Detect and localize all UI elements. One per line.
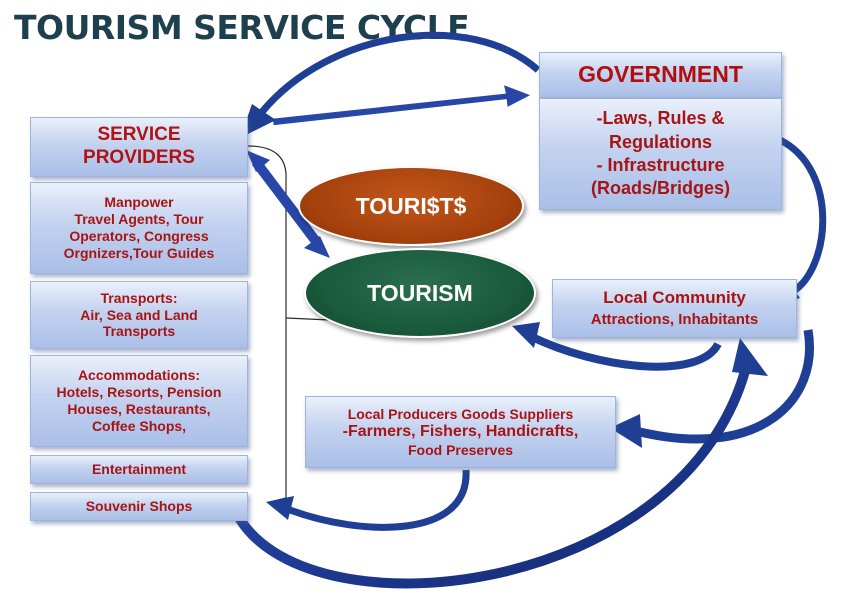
tourism-ellipse: TOURISM: [304, 248, 536, 338]
local-producers-line-2: -Farmers, Fishers, Handicrafts,: [342, 423, 579, 441]
transports-line-3: Transports: [102, 323, 176, 340]
community-to-producers-arrow: [610, 329, 814, 448]
local-community-heading: Local Community: [603, 287, 746, 307]
entertainment-box: Entertainment: [30, 455, 248, 484]
producers-to-souvenir-arrow: [266, 469, 470, 531]
manpower-line-2: Travel Agents, Tour: [74, 211, 204, 228]
tourism-label: TOURISM: [367, 279, 473, 306]
providers-government-arrow: [271, 82, 534, 127]
accommodations-box: Accommodations: Hotels, Resorts, Pension…: [30, 355, 248, 447]
local-community-subline: Attractions, Inhabitants: [590, 311, 759, 329]
bracket-to-tourism-line: [285, 317, 331, 321]
service-bracket-line: [247, 145, 287, 503]
manpower-line-1: Manpower: [104, 194, 174, 211]
transports-line-1: Transports:: [100, 289, 178, 306]
government-heading: GOVERNMENT: [578, 61, 743, 88]
government-line-2: Regulations: [608, 131, 712, 152]
government-line-3: - Infrastructure: [596, 155, 725, 175]
tourists-ellipse: TOURI$T$: [298, 166, 524, 246]
accommodations-line-4: Coffee Shops,: [91, 417, 187, 434]
transports-box: Transports: Air, Sea and Land Transports: [30, 281, 248, 349]
government-to-providers-arc: [240, 31, 541, 138]
government-heading-box: GOVERNMENT: [539, 52, 782, 98]
local-producers-box: Local Producers Goods Suppliers -Farmers…: [305, 396, 616, 468]
souvenir-shops-label: Souvenir Shops: [85, 498, 193, 515]
service-providers-heading: SERVICE PROVIDERS: [30, 117, 248, 177]
accommodations-line-3: Houses, Restaurants,: [67, 401, 211, 417]
tourists-label: TOURI$T$: [355, 192, 467, 219]
manpower-box: Manpower Travel Agents, Tour Operators, …: [30, 182, 248, 274]
transports-line-2: Air, Sea and Land: [80, 306, 198, 323]
souvenir-shops-box: Souvenir Shops: [30, 492, 248, 521]
manpower-line-3: Operators, Congress: [69, 228, 209, 244]
souvenir-to-community-arc: [231, 338, 768, 589]
service-providers-line-2: PROVIDERS: [83, 147, 195, 168]
government-details-box: -Laws, Rules & Regulations - Infrastruct…: [539, 98, 782, 210]
entertainment-label: Entertainment: [91, 461, 187, 478]
local-producers-line-1: Local Producers Goods Suppliers: [347, 405, 574, 422]
accommodations-line-2: Hotels, Resorts, Pension: [56, 384, 222, 401]
government-line-4: (Roads/Bridges): [590, 178, 731, 199]
local-community-box: Local Community Attractions, Inhabitants: [552, 279, 797, 338]
community-to-tourism-arrow: [512, 322, 722, 371]
government-line-1: -Laws, Rules &: [596, 108, 725, 129]
manpower-line-4: Orgnizers,Tour Guides: [63, 244, 215, 261]
providers-tourism-arrow: [246, 150, 330, 258]
service-providers-line-1: SERVICE: [97, 124, 181, 146]
local-producers-line-3: Food Preserves: [407, 441, 514, 458]
accommodations-line-1: Accommodations:: [77, 367, 201, 384]
